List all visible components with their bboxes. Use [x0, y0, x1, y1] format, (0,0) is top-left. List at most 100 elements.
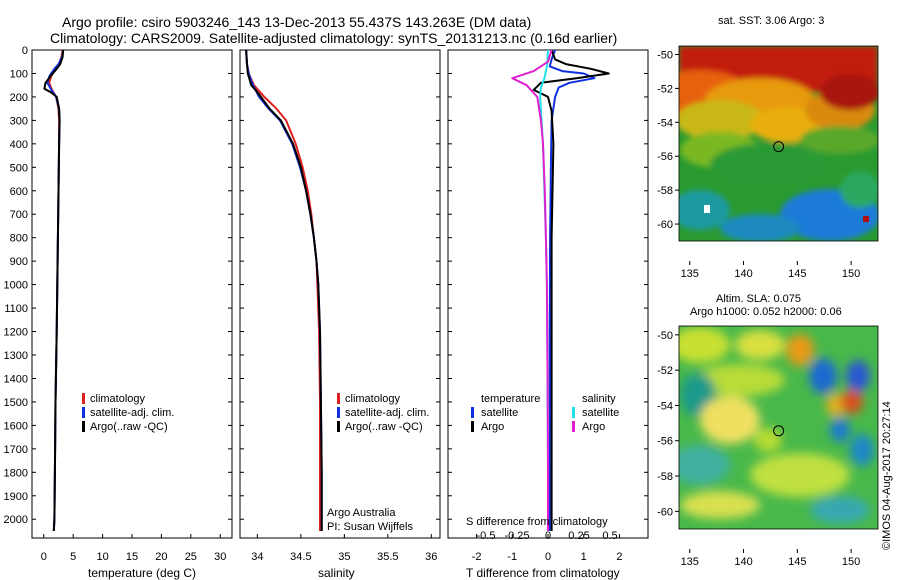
y-tick-label: 1300 [4, 350, 28, 362]
y-tick-label: 700 [10, 209, 28, 221]
legend-label-t-satellite: satellite [481, 407, 518, 419]
x-tick-label: 140 [734, 556, 752, 568]
x-tick-label: 2 [616, 551, 622, 563]
legend-swatch-t-satellite [471, 407, 474, 418]
salinity-legend: climatology satellite-adj. clim. Argo(..… [337, 393, 429, 433]
y-tick-label: -52 [657, 365, 673, 377]
y-tick-label: 0 [22, 45, 28, 57]
salinity-panel: 34 34.5 35 35.5 36 salinity climatology sate… [239, 49, 441, 580]
y-tick-label: -54 [657, 117, 673, 129]
sst-map-title: sat. SST: 3.06 Argo: 3 [718, 15, 824, 27]
y-tick-label: 1000 [4, 280, 28, 292]
y-tick-label: -54 [657, 400, 673, 412]
y-tick-label: -52 [657, 83, 673, 95]
sla-map-panel: Altim. SLA: 0.075 Argo h1000: 0.052 h200… [657, 293, 879, 568]
s-tick-label: 0.25 [568, 530, 589, 542]
legend-swatch-climatology [82, 393, 85, 404]
y-tick-label: 100 [10, 68, 28, 80]
x-tick-label: -1 [507, 551, 517, 563]
x-tick-label: 145 [788, 556, 806, 568]
argo-position-marker [773, 141, 785, 153]
y-tick-label: 1900 [4, 491, 28, 503]
y-tick-label: -50 [657, 49, 673, 61]
x-tick-label: 25 [185, 551, 197, 563]
x-tick-label: 1 [581, 551, 587, 563]
y-tick-label: 800 [10, 233, 28, 245]
y-tick-label: -56 [657, 151, 673, 163]
y-tick-label: 500 [10, 162, 28, 174]
y-tick-label: 900 [10, 256, 28, 268]
legend-swatch-satellite [337, 407, 340, 418]
annotation-pi: PI: Susan Wijffels [327, 521, 413, 533]
y-tick-label: -60 [657, 219, 673, 231]
legend-label-climatology: climatology [345, 393, 401, 405]
figure-title-line1: Argo profile: csiro 5903246_143 13-Dec-2… [62, 14, 532, 30]
series-line-argo-raw-qc- [245, 49, 323, 531]
difference-panel: -2 -1 0 1 2 -0.5 -0.25 0 0.25 0.5 S difference fr… [447, 49, 649, 580]
y-tick-label: -50 [657, 330, 673, 342]
difference-legend: temperature satellite Argo salinity sate… [471, 393, 619, 433]
x-tick-label: 34 [251, 551, 263, 563]
x-tick-label: 10 [96, 551, 108, 563]
y-tick-label: 1700 [4, 444, 28, 456]
sst-map-frame [678, 45, 879, 242]
x-tick-label: 0 [545, 551, 551, 563]
y-tick-label: 300 [10, 115, 28, 127]
s-tick-label: 0 [545, 530, 551, 542]
y-tick-label: 2000 [4, 514, 28, 526]
legend-label-t-argo: Argo [481, 421, 504, 433]
s-difference-label: S difference from climatology [466, 516, 608, 528]
x-tick-label: 140 [734, 268, 752, 280]
s-tick-label: 0.5 [602, 530, 617, 542]
s-tick-label: -0.5 [477, 530, 496, 542]
x-tick-label: 15 [126, 551, 138, 563]
temperature-panel: 0100200300400500600700800900100011001200… [4, 45, 233, 580]
t-difference-xlabel: T difference from climatology [466, 566, 620, 580]
x-tick-label: 35 [338, 551, 350, 563]
y-tick-label: 1400 [4, 373, 28, 385]
legend-label-satellite: satellite-adj. clim. [90, 407, 174, 419]
x-tick-label: 145 [788, 268, 806, 280]
argo-position-marker [773, 425, 785, 437]
y-tick-label: 1200 [4, 327, 28, 339]
x-tick-label: 5 [70, 551, 76, 563]
sla-field [679, 327, 874, 524]
y-tick-label: 600 [10, 186, 28, 198]
figure-title-line2: Climatology: CARS2009. Satellite-adjuste… [50, 30, 618, 46]
temperature-axes-frame [31, 49, 233, 539]
y-tick-label: -58 [657, 471, 673, 483]
sst-map-panel: sat. SST: 3.06 Argo: 3 [657, 15, 879, 280]
sst-field [679, 46, 878, 241]
legend-swatch-t-argo [471, 421, 474, 432]
legend-label-argo: Argo(..raw -QC) [345, 421, 423, 433]
x-tick-label: 35.5 [377, 551, 398, 563]
legend-swatch-s-satellite [572, 407, 575, 418]
x-tick-label: 135 [681, 268, 699, 280]
temperature-legend: climatology satellite-adj. clim. Argo(..… [82, 393, 174, 433]
x-tick-label: -2 [472, 551, 482, 563]
y-tick-label: 1500 [4, 397, 28, 409]
legend-swatch-satellite [82, 407, 85, 418]
legend-swatch-argo [82, 421, 85, 432]
y-tick-label: 1800 [4, 467, 28, 479]
legend-swatch-argo [337, 421, 340, 432]
y-tick-label: -56 [657, 436, 673, 448]
legend-label-climatology: climatology [90, 393, 146, 405]
x-tick-label: 20 [155, 551, 167, 563]
legend-swatch-s-argo [572, 421, 575, 432]
x-tick-label: 0 [41, 551, 47, 563]
series-line-temperature-satellite [548, 49, 596, 531]
x-tick-label: 30 [214, 551, 226, 563]
y-tick-label: -58 [657, 185, 673, 197]
legend-heading-salinity: salinity [582, 393, 616, 405]
legend-label-s-satellite: satellite [582, 407, 619, 419]
sla-map-title-line2: Argo h1000: 0.052 h2000: 0.06 [690, 306, 842, 318]
series-line-salinity-argo [511, 49, 553, 531]
x-tick-label: 34.5 [290, 551, 311, 563]
x-tick-label: 150 [842, 556, 860, 568]
temperature-xlabel: temperature (deg C) [88, 566, 196, 580]
x-tick-label: 150 [842, 268, 860, 280]
y-tick-label: 1600 [4, 420, 28, 432]
salinity-xlabel: salinity [318, 566, 355, 580]
